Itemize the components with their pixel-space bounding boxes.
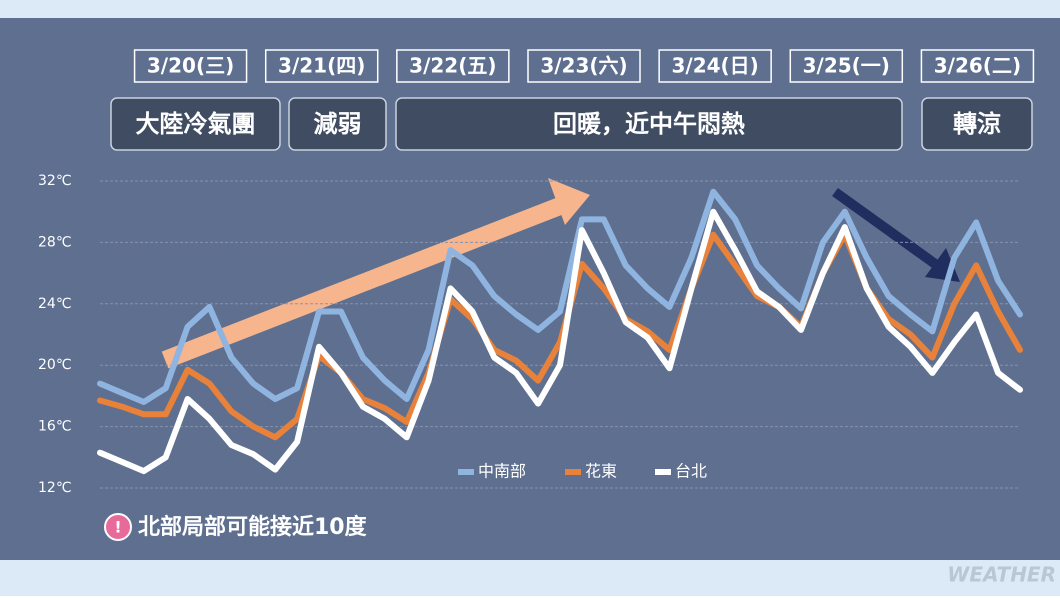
day-box [658, 49, 772, 83]
y-tick-label: 24℃ [38, 296, 72, 312]
phase-label: 大陸冷氣團 [136, 110, 256, 138]
day-label: 3/22(五) [409, 54, 496, 78]
alert-icon [104, 513, 132, 541]
y-tick-label: 16℃ [38, 419, 72, 435]
note: 北部局部可能接近10度 [138, 514, 368, 540]
legend-label: 中南部 [478, 462, 526, 481]
phase-box [288, 97, 387, 151]
day-box [789, 49, 904, 83]
legend-label: 台北 [675, 462, 707, 481]
y-tick-label: 28℃ [38, 234, 72, 250]
day-box [264, 49, 379, 83]
alert-mark: ! [114, 518, 121, 537]
series-line [97, 208, 1023, 475]
y-tick-label: 20℃ [38, 357, 72, 373]
legend-label: 花東 [585, 462, 617, 481]
phase-label: 回暖，近中午悶熱 [553, 110, 745, 138]
phase-box [110, 97, 281, 151]
watermark: WEATHER [947, 563, 1056, 587]
series-line [97, 188, 1023, 405]
day-box [133, 49, 248, 83]
day-label: 3/23(六) [540, 54, 627, 78]
trend-arrow [161, 197, 564, 369]
phase-label: 轉涼 [953, 110, 1001, 138]
phase-label: 減弱 [314, 110, 362, 138]
day-box [527, 49, 641, 83]
day-label: 3/21(四) [278, 54, 365, 78]
phase-box [395, 97, 903, 151]
phase-box [921, 97, 1033, 151]
day-label: 3/26(二) [934, 54, 1021, 78]
day-label: 3/20(三) [147, 54, 234, 78]
trend-arrow-head [548, 178, 590, 225]
day-label: 3/24(日) [671, 54, 758, 78]
day-box [396, 49, 510, 83]
y-tick-label: 12℃ [38, 480, 72, 496]
y-tick-label: 32℃ [38, 173, 72, 189]
cool-arrow [832, 187, 941, 271]
day-label: 3/25(一) [803, 54, 890, 78]
day-box [920, 49, 1035, 83]
